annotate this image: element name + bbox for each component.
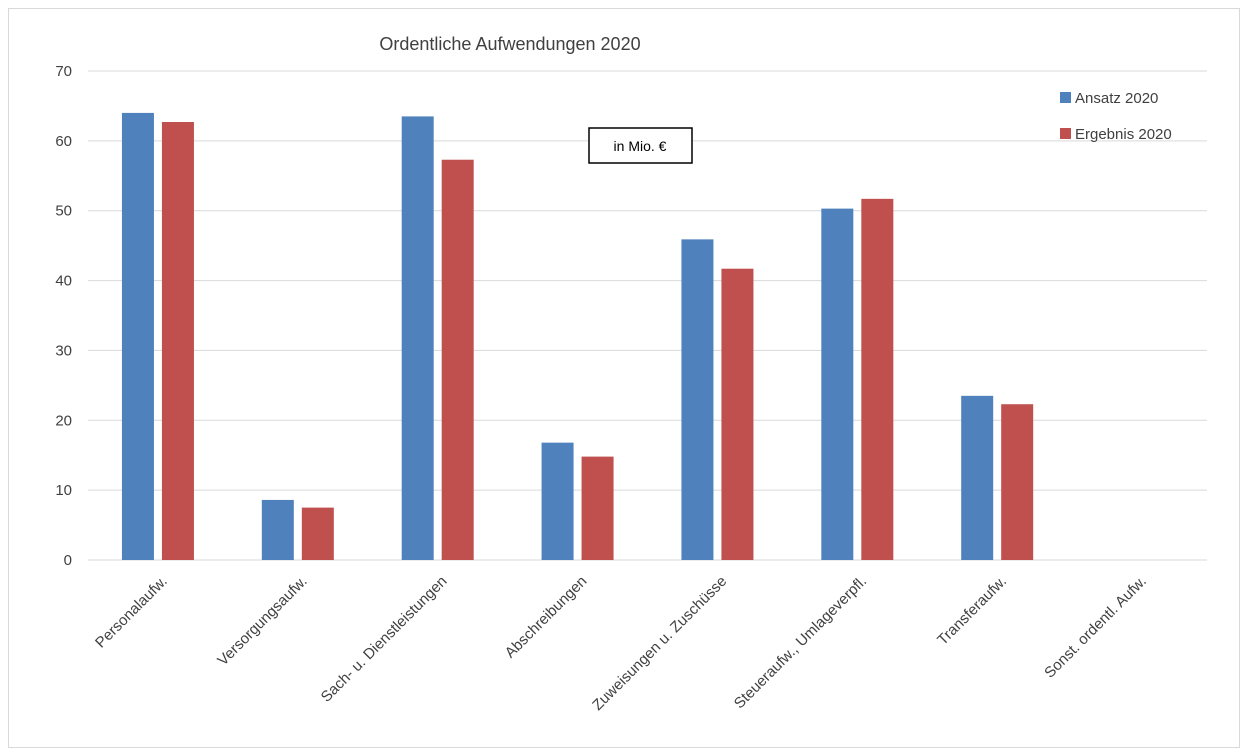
y-tick-label: 50 <box>55 203 72 220</box>
chart-title: Ordentliche Aufwendungen 2020 <box>379 34 640 54</box>
x-category-label: Zuweisungen u. Zuschüsse <box>589 573 730 714</box>
bar-ergebnis <box>721 268 754 560</box>
legend-swatch <box>1060 92 1071 103</box>
x-category-label: Transferaufw. <box>934 573 1010 649</box>
unit-annotation-box <box>588 127 693 164</box>
y-tick-label: 0 <box>64 552 72 569</box>
y-axis-ticks: 0 10 20 30 40 50 60 70 <box>55 63 72 569</box>
bar-ergebnis <box>861 198 894 561</box>
bar-ansatz <box>401 116 434 561</box>
bar-ergebnis <box>1001 404 1034 560</box>
y-tick-label: 40 <box>55 273 72 290</box>
x-category-label: Steueraufw., Umlageverpfl. <box>731 573 870 712</box>
y-tick-label: 10 <box>55 482 72 499</box>
bar-ansatz <box>121 112 154 561</box>
bar-ansatz <box>541 442 574 560</box>
legend-label: Ergebnis 2020 <box>1075 126 1172 143</box>
bar-ansatz <box>681 239 714 560</box>
legend: Ansatz 2020 Ergebnis 2020 <box>1060 90 1172 143</box>
unit-annotation: in Mio. € <box>588 127 693 164</box>
unit-annotation-text: in Mio. € <box>614 138 667 154</box>
bar-ergebnis <box>441 159 474 560</box>
y-tick-label: 20 <box>55 412 72 429</box>
x-category-label: Sonst. ordentl. Aufw. <box>1041 573 1150 682</box>
x-axis-categories: Personalaufw. Versorgungsaufw. Sach- u. Di… <box>92 573 1150 714</box>
legend-label: Ansatz 2020 <box>1075 90 1158 107</box>
bar-ansatz <box>261 499 294 560</box>
bar-ergebnis <box>581 456 614 560</box>
x-category-label: Versorgungsaufw. <box>214 573 310 669</box>
bar-ergebnis <box>161 121 194 560</box>
y-tick-label: 60 <box>55 133 72 150</box>
bar-ansatz <box>821 208 854 560</box>
legend-swatch <box>1060 128 1071 139</box>
x-category-label: Abschreibungen <box>502 573 591 662</box>
x-category-label: Sach- u. Dienstleistungen <box>318 573 451 706</box>
bar-ergebnis <box>301 507 334 560</box>
x-category-label: Personalaufw. <box>92 573 171 652</box>
bars <box>121 112 1034 561</box>
y-tick-label: 30 <box>55 342 72 359</box>
bar-ansatz <box>961 395 994 560</box>
y-tick-label: 70 <box>55 63 72 80</box>
